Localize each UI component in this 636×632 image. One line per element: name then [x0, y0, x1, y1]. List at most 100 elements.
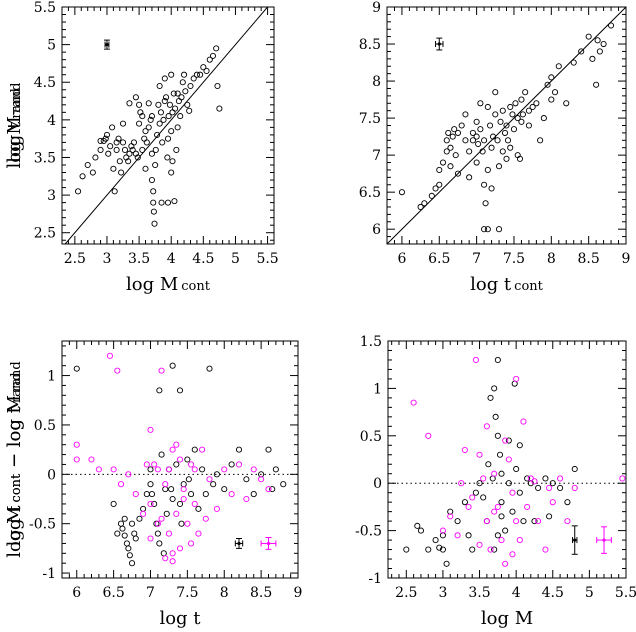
data-point: [533, 100, 540, 107]
data-point: [199, 446, 206, 453]
data-point: [113, 146, 120, 154]
data-point: [503, 155, 510, 162]
data-point: [148, 113, 155, 120]
data-point: [480, 475, 487, 482]
data-point: [465, 532, 472, 539]
plot-area: [387, 7, 626, 244]
data-point: [564, 499, 571, 506]
data-point: [73, 441, 80, 448]
data-point: [488, 185, 495, 192]
y-tick-label: 0.5: [360, 429, 382, 445]
error-bar: [571, 525, 578, 555]
data-point: [596, 48, 603, 55]
x-tick-label: 4: [167, 251, 176, 267]
plot-area: [64, 7, 268, 244]
data-point: [461, 446, 468, 454]
data-point: [164, 154, 171, 161]
data-point: [117, 481, 125, 488]
data-point: [162, 555, 169, 562]
data-point: [154, 520, 161, 527]
data-point: [473, 133, 480, 140]
data-point: [498, 537, 505, 544]
data-point: [535, 484, 542, 491]
data-point: [206, 56, 213, 63]
data-point: [150, 188, 157, 195]
x-tick-label: 6: [72, 585, 81, 601]
data-point: [164, 135, 172, 142]
data-point: [544, 81, 551, 88]
data-point: [546, 513, 553, 520]
data-point: [487, 546, 494, 553]
data-point: [473, 118, 480, 125]
data-point: [126, 150, 133, 157]
y-axis-label: log Mcont − log Mrand: [4, 361, 25, 557]
data-point: [454, 129, 462, 136]
data-point: [495, 163, 503, 170]
data-point: [221, 466, 228, 473]
data-point: [202, 515, 209, 522]
data-point: [513, 465, 520, 473]
x-tick-label: 3.5: [128, 251, 150, 267]
data-point: [509, 111, 516, 118]
data-point: [465, 503, 472, 510]
data-point: [132, 535, 139, 542]
data-point: [155, 101, 162, 108]
data-point: [505, 437, 512, 444]
y-tick-label: 3: [47, 188, 56, 204]
data-point: [228, 491, 235, 498]
data-point: [535, 518, 542, 525]
data-point: [481, 226, 488, 233]
data-point: [216, 105, 223, 112]
data-point: [119, 120, 127, 127]
data-point: [571, 465, 578, 473]
panel-age-comparison: 6 6.5 7 7.5 8 8.5 9 6 6.5 7 7.5 8 8.5 9 log t cont log t…: [4, 0, 630, 295]
data-point: [491, 470, 498, 477]
x-tick-label: 6.5: [102, 585, 124, 601]
data-point: [462, 111, 469, 118]
data-point: [75, 188, 82, 195]
data-point: [180, 486, 187, 493]
data-point: [503, 122, 510, 129]
plot-area: [62, 352, 298, 567]
data-point: [494, 432, 501, 439]
data-point: [499, 107, 506, 114]
data-point: [174, 124, 181, 131]
data-point: [510, 126, 518, 133]
data-point: [537, 137, 544, 144]
data-point: [147, 426, 154, 433]
data-point: [180, 495, 187, 503]
data-point: [156, 540, 163, 547]
data-point: [466, 174, 473, 181]
data-point: [485, 461, 492, 468]
data-point: [499, 148, 506, 155]
x-tick-label: 7.5: [503, 251, 525, 267]
data-point: [134, 154, 141, 161]
data-point: [496, 451, 504, 458]
data-point: [206, 476, 213, 483]
data-point: [439, 532, 446, 539]
data-point: [492, 89, 499, 96]
data-point: [126, 100, 133, 107]
data-point: [139, 113, 146, 120]
data-point: [475, 140, 482, 148]
data-point: [157, 109, 164, 116]
data-point: [126, 552, 133, 559]
y-tick-label: 5.5: [34, 0, 56, 16]
data-point: [425, 432, 432, 439]
data-point: [454, 518, 461, 525]
data-point: [525, 107, 532, 114]
data-point: [121, 532, 128, 539]
data-point: [432, 185, 439, 192]
data-point: [479, 148, 486, 155]
data-point: [497, 118, 504, 125]
y-tick-label: 5: [47, 38, 56, 54]
data-point: [73, 365, 80, 372]
data-point: [488, 144, 495, 151]
data-point: [206, 365, 213, 372]
data-point: [160, 550, 167, 557]
data-point: [436, 544, 443, 551]
data-point: [213, 505, 220, 512]
data-point: [103, 131, 111, 138]
data-point: [498, 513, 505, 520]
x-tick-label: 4: [512, 585, 521, 601]
